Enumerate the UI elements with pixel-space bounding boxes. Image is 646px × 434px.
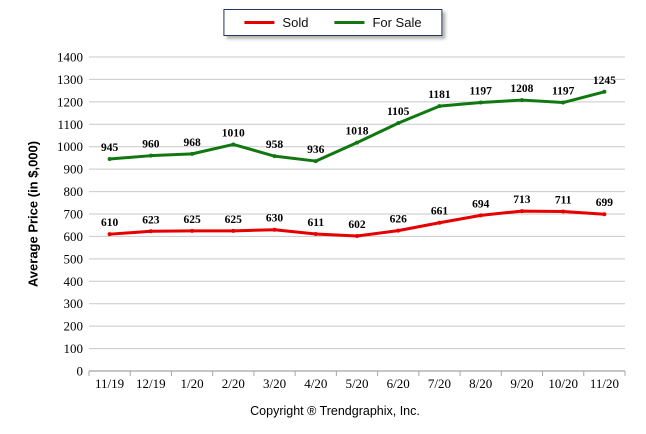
svg-text:300: 300	[64, 296, 84, 311]
svg-text:12/19: 12/19	[136, 376, 166, 391]
svg-text:200: 200	[64, 319, 84, 334]
svg-text:2/20: 2/20	[222, 376, 245, 391]
legend-label-sold: Sold	[282, 15, 309, 30]
svg-text:1208: 1208	[510, 83, 533, 95]
svg-text:611: 611	[307, 217, 324, 229]
svg-text:610: 610	[101, 217, 119, 229]
series-sold: 610 623 625 625 630 611 602 626 661 694 713 711 699	[101, 194, 613, 238]
svg-text:6/20: 6/20	[387, 376, 410, 391]
svg-text:626: 626	[390, 214, 408, 226]
legend: Sold For Sale	[223, 9, 443, 36]
sold-line-swatch-icon	[244, 21, 275, 24]
svg-text:713: 713	[513, 194, 531, 206]
svg-text:1197: 1197	[470, 86, 493, 98]
svg-text:0: 0	[77, 364, 84, 379]
svg-text:1181: 1181	[428, 89, 451, 101]
svg-text:661: 661	[431, 206, 449, 218]
svg-text:1400: 1400	[57, 50, 83, 65]
svg-text:1105: 1105	[387, 106, 410, 118]
svg-text:800: 800	[64, 184, 84, 199]
svg-text:3/20: 3/20	[263, 376, 286, 391]
svg-text:711: 711	[555, 195, 572, 207]
svg-text:1300: 1300	[57, 72, 83, 87]
svg-text:623: 623	[142, 214, 160, 226]
svg-text:1000: 1000	[57, 139, 83, 154]
y-axis-title: Average Price (in $,000)	[25, 140, 41, 288]
svg-text:1197: 1197	[552, 86, 575, 98]
svg-text:625: 625	[183, 214, 201, 226]
svg-text:945: 945	[101, 142, 119, 154]
svg-text:100: 100	[64, 341, 84, 356]
svg-text:10/20: 10/20	[548, 376, 578, 391]
svg-text:630: 630	[266, 213, 284, 225]
svg-text:600: 600	[64, 229, 84, 244]
series-for-sale: 945 960 968 1010 958 936 1018 1105 1181 1197 1208 1…	[101, 75, 616, 164]
svg-text:699: 699	[596, 197, 614, 209]
svg-text:1200: 1200	[57, 94, 83, 109]
svg-text:11/20: 11/20	[590, 376, 619, 391]
svg-text:960: 960	[142, 139, 160, 151]
svg-text:1100: 1100	[57, 117, 83, 132]
svg-text:1245: 1245	[593, 75, 616, 87]
svg-text:936: 936	[307, 144, 325, 156]
y-axis-tick-labels: 0 100 200 300 400 500 600 700 800 900 1000 1100 1200…	[57, 50, 83, 379]
copyright-text: Copyright ® Trendgraphix, Inc.	[250, 404, 420, 418]
svg-text:1010: 1010	[222, 127, 245, 139]
svg-text:625: 625	[225, 214, 243, 226]
svg-text:400: 400	[64, 274, 84, 289]
svg-text:7/20: 7/20	[428, 376, 451, 391]
svg-text:8/20: 8/20	[469, 376, 492, 391]
svg-text:5/20: 5/20	[345, 376, 368, 391]
svg-text:1018: 1018	[346, 126, 369, 138]
svg-text:958: 958	[266, 139, 284, 151]
x-axis-tick-labels: 11/19 12/19 1/20 2/20 3/20 4/20 5/20 6/20 7/20 8/…	[95, 376, 619, 391]
svg-text:602: 602	[348, 219, 366, 231]
x-axis	[88, 370, 626, 376]
svg-text:500: 500	[64, 251, 84, 266]
legend-item-for-sale: For Sale	[334, 15, 422, 30]
svg-text:900: 900	[64, 162, 84, 177]
for-sale-line-swatch-icon	[334, 21, 365, 24]
svg-text:11/19: 11/19	[95, 376, 124, 391]
svg-text:1/20: 1/20	[181, 376, 204, 391]
svg-text:4/20: 4/20	[304, 376, 327, 391]
svg-text:694: 694	[472, 198, 490, 210]
legend-label-for-sale: For Sale	[372, 15, 422, 30]
svg-text:700: 700	[64, 207, 84, 222]
svg-text:968: 968	[183, 137, 201, 149]
legend-item-sold: Sold	[244, 15, 308, 30]
svg-text:9/20: 9/20	[510, 376, 533, 391]
